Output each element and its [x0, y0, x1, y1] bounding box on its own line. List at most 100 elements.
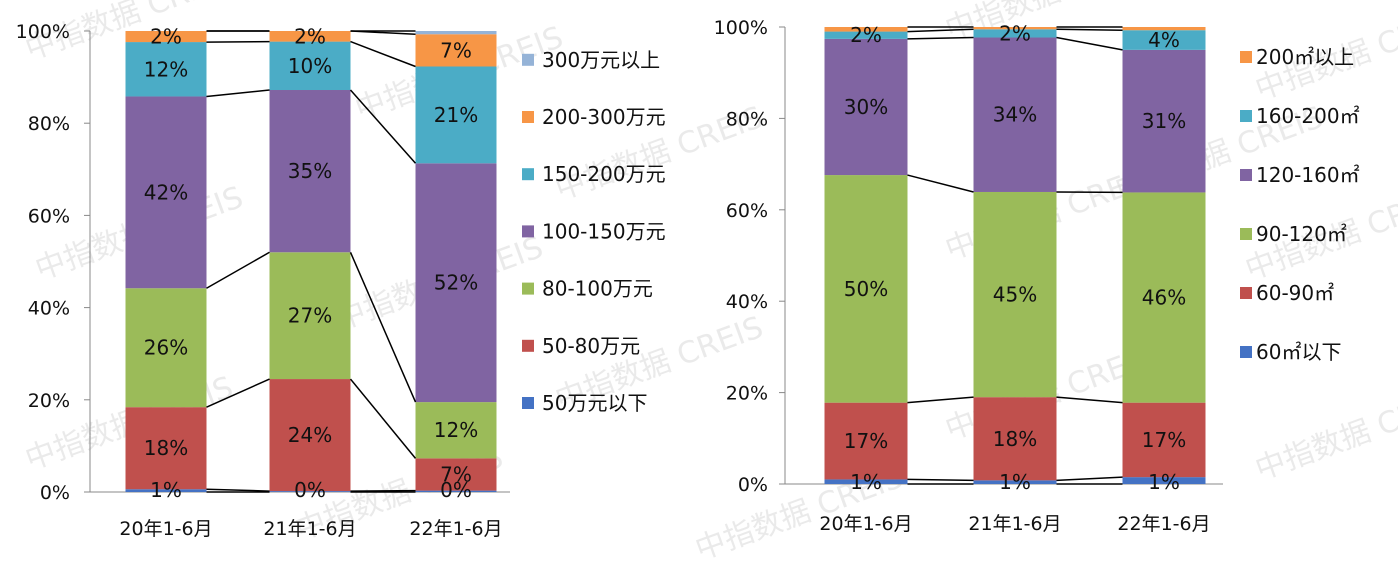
bar-segment	[415, 402, 497, 459]
legend-swatch	[522, 168, 534, 181]
data-label: 4%	[1148, 28, 1180, 52]
watermark-text: 中指数据 CREIS	[1251, 380, 1398, 488]
legend-swatch	[1240, 228, 1252, 240]
bar-segment	[269, 379, 351, 492]
data-label: 52%	[434, 271, 478, 295]
data-label: 18%	[993, 427, 1037, 451]
bar-segment	[269, 41, 351, 91]
legend-entry: 60㎡以下	[1256, 340, 1341, 364]
y-tick-label: 80%	[28, 113, 70, 135]
bar-segment	[1122, 27, 1206, 31]
series-connector-line	[206, 378, 270, 408]
y-tick-label: 40%	[28, 298, 70, 320]
bar-segment	[973, 37, 1057, 192]
x-category-label: 22年1-6月	[1117, 513, 1210, 535]
x-category-label: 21年1-6月	[968, 513, 1061, 535]
legend-entry: 100-150万元	[542, 219, 666, 243]
series-connector-line	[206, 488, 270, 492]
data-label: 10%	[288, 54, 332, 78]
y-tick-label: 100%	[16, 21, 70, 43]
data-label: 12%	[144, 57, 188, 81]
legend-swatch	[522, 111, 534, 123]
y-tick-label: 80%	[726, 108, 768, 130]
bar-segment	[125, 42, 207, 97]
bar-segment	[824, 479, 908, 484]
legend-swatch	[522, 53, 534, 66]
bar-segment	[269, 491, 351, 492]
data-label: 27%	[288, 304, 332, 328]
bar-segment	[1122, 477, 1206, 484]
bar-segment	[1122, 192, 1206, 403]
data-label: 1%	[999, 470, 1031, 494]
legend-entry: 60-90㎡	[1256, 281, 1334, 305]
series-connector-line	[1056, 476, 1123, 482]
series-connector-line	[206, 251, 270, 289]
bar-segment	[824, 27, 908, 32]
legend-swatch	[522, 282, 534, 295]
data-label: 7%	[440, 38, 472, 62]
series-connector-line	[206, 89, 270, 98]
series-connector-line	[1056, 28, 1123, 31]
bar-segment	[125, 489, 207, 492]
bar-segment	[125, 407, 207, 490]
data-label: 12%	[434, 418, 478, 442]
series-connector-line	[349, 89, 417, 164]
series-connector-line	[349, 251, 417, 403]
bar-segment	[1122, 30, 1206, 50]
bar-segment	[415, 458, 497, 491]
legend-entry: 50-80万元	[542, 334, 640, 358]
area-range-chart: 0% 20% 40% 60% 80% 100% 1% 17% 50% 30% 2% 1% 18% 45% 3…	[714, 17, 1360, 535]
series-connector-line	[907, 478, 974, 482]
data-label: 26%	[144, 336, 188, 360]
bar-segment	[973, 191, 1057, 398]
data-label: 21%	[434, 103, 478, 127]
bar-segment	[269, 31, 351, 42]
x-category-label: 21年1-6月	[263, 518, 356, 540]
series-connector-line	[1056, 396, 1123, 404]
x-category-label: 20年1-6月	[819, 513, 912, 535]
bar-segment	[125, 288, 207, 408]
bar-segment	[824, 175, 908, 403]
data-label: 1%	[150, 478, 182, 502]
data-label: 1%	[1148, 470, 1180, 494]
data-label: 24%	[288, 423, 332, 447]
bar-segment	[973, 27, 1057, 30]
bar-segment	[973, 397, 1057, 481]
legend-swatch	[1240, 346, 1252, 358]
x-category-label: 22年1-6月	[409, 518, 502, 540]
bar-segment	[824, 38, 908, 176]
data-label: 2%	[850, 23, 882, 47]
y-tick-label: 20%	[726, 383, 768, 405]
legend-swatch	[1240, 169, 1252, 181]
legend-entry: 80-100万元	[542, 277, 653, 301]
legend-entry: 150-200万元	[542, 162, 666, 186]
bar-segment	[125, 96, 207, 289]
bar-segment	[415, 34, 497, 67]
price-range-chart: 0% 20% 40% 60% 80% 100% 1% 18% 26% 42% 12% 2% 0% 24% 2…	[16, 21, 666, 540]
data-label: 46%	[1142, 286, 1186, 310]
data-label: 31%	[1142, 109, 1186, 133]
data-label: 1%	[850, 470, 882, 494]
x-category-label: 20年1-6月	[119, 518, 212, 540]
bar-segment	[1122, 49, 1206, 193]
bar-segment	[415, 31, 497, 35]
y-tick-label: 60%	[726, 200, 768, 222]
legend-entry: 120-160㎡	[1256, 163, 1360, 187]
legend-swatch	[1240, 110, 1252, 122]
legend-entry: 160-200㎡	[1256, 104, 1360, 128]
data-label: 42%	[144, 180, 188, 204]
data-label: 18%	[144, 436, 188, 460]
legend-swatch	[522, 339, 534, 352]
data-label: 35%	[288, 159, 332, 183]
data-label: 17%	[1142, 428, 1186, 452]
data-label: 50%	[844, 277, 888, 301]
y-tick-label: 100%	[714, 17, 768, 39]
y-tick-label: 0%	[40, 482, 70, 504]
data-label: 2%	[150, 25, 182, 49]
data-label: 0%	[294, 478, 326, 502]
data-label: 2%	[999, 21, 1031, 45]
legend-entry: 200㎡以上	[1256, 45, 1354, 69]
legend-entry: 90-120㎡	[1256, 222, 1347, 246]
bar-segment	[125, 31, 207, 43]
